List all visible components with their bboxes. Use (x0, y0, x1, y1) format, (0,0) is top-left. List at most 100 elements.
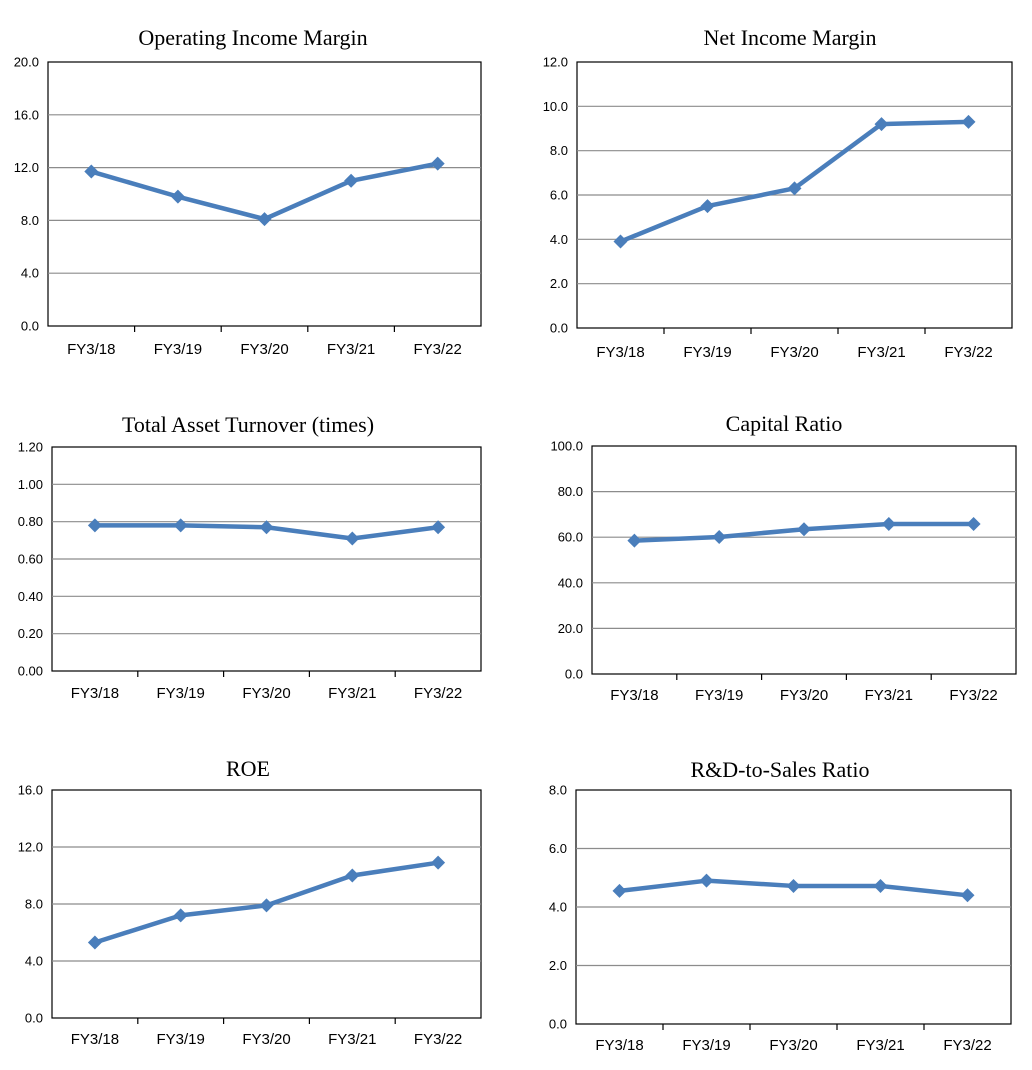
x-tick-label: FY3/22 (944, 344, 992, 361)
y-tick-label: 1.20 (18, 440, 43, 455)
y-tick-label: 4.0 (21, 266, 39, 281)
x-tick-label: FY3/19 (157, 685, 205, 702)
y-tick-label: 0.80 (18, 514, 43, 529)
chart-roe: ROE 0.0 4.0 8.0 12.0 16.0 FY3/18 FY3/19 FY3/20 F… (0, 730, 516, 1070)
x-tick-label: FY3/21 (328, 685, 376, 702)
data-point-marker (345, 531, 360, 546)
x-tick-label: FY3/20 (240, 341, 288, 358)
y-tick-label: 8.0 (549, 783, 567, 798)
chart-title: R&D-to-Sales Ratio (690, 757, 869, 782)
chart-title: Total Asset Turnover (times) (122, 412, 374, 437)
data-point-marker (873, 878, 888, 893)
data-point-marker (173, 908, 188, 923)
data-point-marker (345, 868, 360, 883)
data-point-marker (881, 516, 896, 531)
data-point-marker (874, 117, 889, 132)
data-point-marker (430, 156, 445, 171)
data-point-marker (431, 520, 446, 535)
y-tick-label: 0.60 (18, 552, 43, 567)
chart-capital-ratio-svg: Capital Ratio 0.0 20.0 40.0 60.0 80.0 100.0 FY… (550, 411, 1017, 704)
y-tick-label: 4.0 (549, 900, 567, 915)
x-tick-label: FY3/22 (943, 1037, 991, 1054)
y-tick-label: 8.0 (550, 143, 568, 158)
y-tick-label: 100.0 (550, 439, 583, 454)
chart-rd-to-sales-ratio-svg: R&D-to-Sales Ratio 0.0 2.0 4.0 6.0 8.0 FY3/18… (549, 757, 1012, 1054)
y-tick-label: 0.0 (25, 1011, 43, 1026)
x-tick-label: FY3/22 (414, 341, 462, 358)
chart-title: Operating Income Margin (138, 25, 367, 50)
chart-capital-ratio: Capital Ratio 0.0 20.0 40.0 60.0 80.0 100.0 FY… (516, 370, 1032, 730)
chart-title: Net Income Margin (703, 25, 876, 50)
x-tick-label: FY3/20 (242, 1031, 290, 1048)
y-tick-label: 12.0 (18, 840, 43, 855)
y-tick-label: 4.0 (550, 232, 568, 247)
chart-operating-income-margin-svg: Operating Income Margin 0.0 4.0 8.0 12.0 16.… (14, 25, 482, 358)
data-point-marker (966, 516, 981, 531)
x-tick-label: FY3/18 (595, 1037, 643, 1054)
data-point-marker (960, 888, 975, 903)
plot-area (47, 61, 482, 327)
data-point-marker (259, 520, 274, 535)
chart-total-asset-turnover: Total Asset Turnover (times) 0.00 0.20 0.4… (0, 370, 516, 730)
chart-net-income-margin-svg: Net Income Margin 0.0 2.0 4.0 6.0 8.0 10.0 12.… (543, 25, 1013, 361)
chart-title: Capital Ratio (726, 411, 843, 436)
x-tick-label: FY3/18 (71, 685, 119, 702)
data-point-marker (173, 518, 188, 533)
plot-area (591, 445, 1017, 675)
y-tick-label: 2.0 (550, 276, 568, 291)
data-point-marker (613, 234, 628, 249)
x-tick-label: FY3/19 (695, 687, 743, 704)
x-tick-label: FY3/22 (949, 687, 997, 704)
y-tick-label: 0.0 (565, 667, 583, 682)
y-tick-label: 0.0 (549, 1017, 567, 1032)
y-tick-label: 6.0 (549, 841, 567, 856)
x-tick-label: FY3/22 (414, 1031, 462, 1048)
x-tick-label: FY3/20 (780, 687, 828, 704)
x-tick-label: FY3/18 (67, 341, 115, 358)
x-tick-label: FY3/19 (682, 1037, 730, 1054)
x-tick-label: FY3/19 (154, 341, 202, 358)
data-point-marker (797, 522, 811, 537)
x-tick-label: FY3/20 (242, 685, 290, 702)
y-tick-label: 4.0 (25, 954, 43, 969)
data-point-marker (712, 529, 727, 544)
y-tick-label: 0.00 (18, 664, 43, 679)
data-point-marker (344, 173, 359, 188)
x-tick-label: FY3/18 (610, 687, 658, 704)
x-tick-label: FY3/21 (328, 1031, 376, 1048)
y-tick-label: 20.0 (558, 621, 583, 636)
data-point-marker (84, 164, 99, 179)
x-tick-label: FY3/20 (770, 344, 818, 361)
x-tick-label: FY3/19 (683, 344, 731, 361)
data-point-marker (170, 189, 185, 204)
y-tick-label: 0.20 (18, 626, 43, 641)
y-tick-label: 40.0 (558, 575, 583, 590)
x-tick-label: FY3/18 (596, 344, 644, 361)
data-point-marker (259, 898, 274, 913)
y-tick-label: 12.0 (14, 160, 39, 175)
x-tick-label: FY3/21 (327, 341, 375, 358)
x-tick-label: FY3/21 (865, 687, 913, 704)
chart-rd-to-sales-ratio: R&D-to-Sales Ratio 0.0 2.0 4.0 6.0 8.0 FY3/18… (516, 730, 1032, 1070)
x-tick-label: FY3/21 (856, 1037, 904, 1054)
x-tick-label: FY3/19 (157, 1031, 205, 1048)
y-tick-label: 1.00 (18, 477, 43, 492)
chart-operating-income-margin: Operating Income Margin 0.0 4.0 8.0 12.0 16.… (0, 0, 516, 370)
y-tick-label: 0.0 (550, 321, 568, 336)
x-tick-label: FY3/20 (769, 1037, 817, 1054)
data-point-marker (431, 855, 446, 870)
data-point-marker (961, 114, 976, 129)
chart-total-asset-turnover-svg: Total Asset Turnover (times) 0.00 0.20 0.4… (18, 412, 482, 702)
y-tick-label: 12.0 (543, 55, 568, 70)
data-point-marker (786, 878, 801, 893)
data-point-marker (699, 873, 714, 888)
chart-title: ROE (226, 756, 270, 781)
y-tick-label: 0.40 (18, 589, 43, 604)
x-tick-label: FY3/22 (414, 685, 462, 702)
y-tick-label: 2.0 (549, 958, 567, 973)
y-tick-label: 8.0 (21, 213, 39, 228)
y-tick-label: 20.0 (14, 55, 39, 70)
data-point-marker (700, 199, 715, 214)
y-tick-label: 60.0 (558, 530, 583, 545)
data-point-marker (612, 883, 627, 898)
